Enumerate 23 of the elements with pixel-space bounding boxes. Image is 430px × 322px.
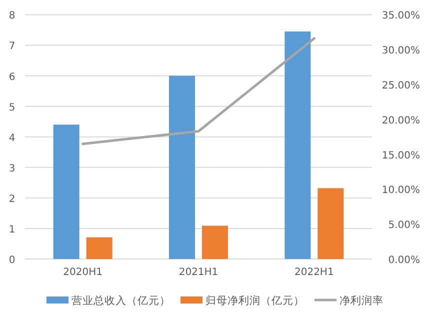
- y-tick-label: 2: [8, 194, 16, 205]
- legend-label: 归母净利润（亿元）: [206, 294, 304, 307]
- y2-tick-label: 10.00%: [382, 185, 420, 196]
- y2-tick-label: 15.00%: [382, 150, 420, 162]
- y2-tick-label: 5.00%: [388, 220, 420, 232]
- y2-tick-label: 0.00%: [388, 255, 420, 266]
- y2-tick-label: 35.00%: [382, 10, 420, 22]
- x-tick-label: 2022H1: [294, 267, 334, 278]
- y-tick-label: 1: [8, 224, 16, 236]
- legend-label: 净利润率: [340, 294, 384, 307]
- y-tick-label: 6: [8, 72, 16, 83]
- x-tick-label: 2020H1: [63, 267, 103, 278]
- y-tick-label: 0: [8, 255, 16, 266]
- y2-tick-label: 25.00%: [382, 80, 420, 92]
- y-tick-label: 4: [8, 132, 16, 144]
- y2-tick-label: 20.00%: [382, 115, 420, 126]
- y-tick-label: 5: [8, 102, 16, 114]
- y2-tick-label: 30.00%: [382, 46, 420, 57]
- x-tick-label: 2021H1: [178, 267, 218, 278]
- y-tick-label: 7: [8, 41, 16, 52]
- y-tick-label: 8: [8, 10, 16, 22]
- legend-label: 营业总收入（亿元）: [72, 294, 170, 307]
- y-tick-label: 3: [8, 163, 16, 174]
